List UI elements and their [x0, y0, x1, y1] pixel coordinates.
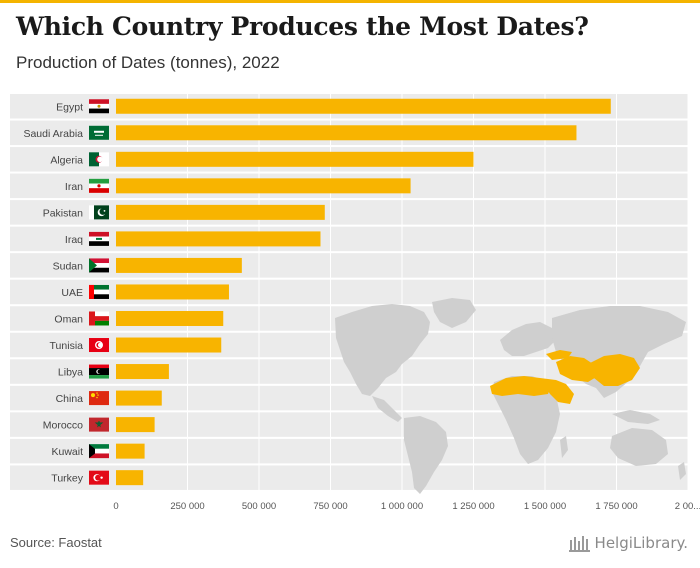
category-label: China [56, 393, 84, 405]
pakistan-flag-icon [89, 205, 109, 220]
category-label: UAE [61, 287, 83, 299]
china-flag-icon [89, 391, 109, 406]
bar-algeria [116, 151, 474, 167]
turkey-flag-icon [89, 470, 109, 485]
bar-saudi-arabia [116, 125, 577, 141]
iraq-flag-icon [89, 231, 109, 246]
category-label: Oman [54, 313, 83, 325]
row-band [10, 200, 688, 225]
bar-iraq [116, 231, 321, 247]
sudan-flag-icon [89, 258, 109, 273]
bar-china [116, 390, 162, 406]
libya-flag-icon [89, 364, 109, 379]
row-band [10, 385, 688, 411]
chart-subtitle: Production of Dates (tonnes), 2022 [16, 53, 280, 72]
category-label: Morocco [43, 420, 83, 432]
bar-oman [116, 310, 224, 326]
tunisia-flag-icon [89, 338, 109, 353]
x-tick-label: 1 000 000 [381, 501, 423, 512]
category-label: Egypt [56, 101, 83, 113]
bar-sudan [116, 257, 242, 273]
category-label: Sudan [53, 260, 84, 272]
world-map-image [335, 298, 686, 494]
row-band [10, 465, 688, 490]
category-label: Iraq [65, 234, 83, 246]
helgi-library-logo[interactable]: HelgiLibrary. [568, 534, 688, 552]
oman-flag-icon [89, 311, 109, 326]
category-label: Algeria [50, 154, 83, 166]
bar-tunisia [116, 337, 222, 353]
category-label: Turkey [51, 473, 83, 485]
bar-libya [116, 364, 169, 380]
row-band [10, 226, 688, 252]
x-tick-label: 500 000 [242, 501, 276, 512]
x-tick-label: 1 250 000 [452, 501, 494, 512]
row-band [10, 253, 688, 278]
bar-iran [116, 178, 411, 194]
bar-turkey [116, 470, 144, 486]
egypt-flag-icon [89, 99, 109, 114]
x-tick-label: 0 [113, 501, 118, 512]
x-tick-label: 1 750 000 [595, 501, 637, 512]
category-label: Saudi Arabia [23, 128, 83, 140]
bar-egypt [116, 98, 611, 114]
bar-kuwait [116, 443, 145, 459]
kuwait-flag-icon [89, 444, 109, 459]
x-tick-label: 1 500 000 [524, 501, 566, 512]
x-tick-label: 750 000 [313, 501, 347, 512]
morocco-flag-icon [89, 417, 109, 432]
library-icon [568, 536, 590, 552]
bar-uae [116, 284, 229, 300]
iran-flag-icon [89, 178, 109, 193]
row-band [10, 412, 688, 437]
uae-flag-icon [89, 284, 109, 299]
bar-morocco [116, 417, 155, 433]
accent-bar [0, 0, 700, 3]
row-band [10, 438, 688, 464]
algeria-flag-icon [89, 152, 109, 167]
category-label: Libya [58, 367, 83, 379]
category-label: Tunisia [50, 340, 84, 352]
category-label: Kuwait [51, 446, 83, 458]
x-tick-label: 250 000 [170, 501, 204, 512]
logo-text: HelgiLibrary. [594, 534, 688, 552]
source-note: Source: Faostat [10, 535, 102, 550]
x-tick-label: 2 00... [675, 501, 700, 512]
chart-title: Which Country Produces the Most Dates? [16, 12, 589, 41]
saudi-arabia-flag-icon [89, 125, 109, 140]
category-label: Iran [65, 181, 83, 193]
category-label: Pakistan [43, 207, 83, 219]
row-band [10, 279, 688, 305]
bar-chart: Egypt Saudi Arabia Algeria Iran Pakistan Iraq… [10, 94, 700, 512]
bar-pakistan [116, 204, 325, 220]
